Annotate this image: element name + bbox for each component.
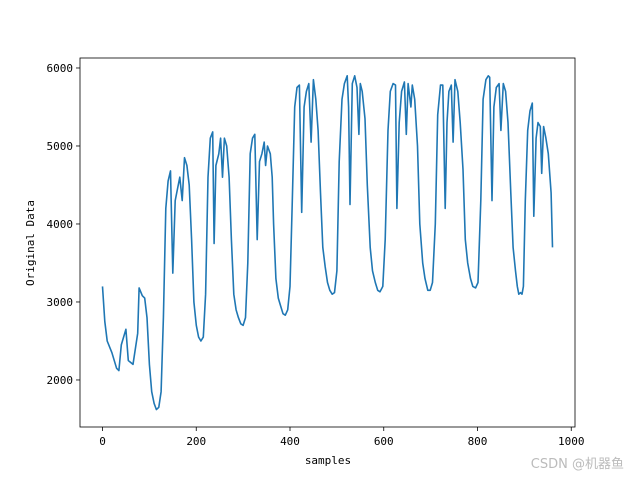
y-tick-label: 3000 <box>47 296 74 309</box>
y-tick-label: 5000 <box>47 140 74 153</box>
x-axis-label: samples <box>305 454 351 467</box>
data-line <box>101 75 554 411</box>
y-tick-label: 2000 <box>47 374 74 387</box>
x-tick-label: 600 <box>374 435 394 448</box>
y-tick-label: 6000 <box>47 62 74 75</box>
plot-frame <box>79 57 576 428</box>
x-tick-label: 1000 <box>558 435 585 448</box>
x-tick-label: 200 <box>186 435 206 448</box>
watermark: CSDN @机器鱼 <box>531 456 624 472</box>
x-tick-label: 400 <box>280 435 300 448</box>
y-tick-label: 4000 <box>47 218 74 231</box>
y-axis-label: Original Data <box>24 200 37 286</box>
x-tick-label: 0 <box>99 435 106 448</box>
x-tick-label: 800 <box>468 435 488 448</box>
